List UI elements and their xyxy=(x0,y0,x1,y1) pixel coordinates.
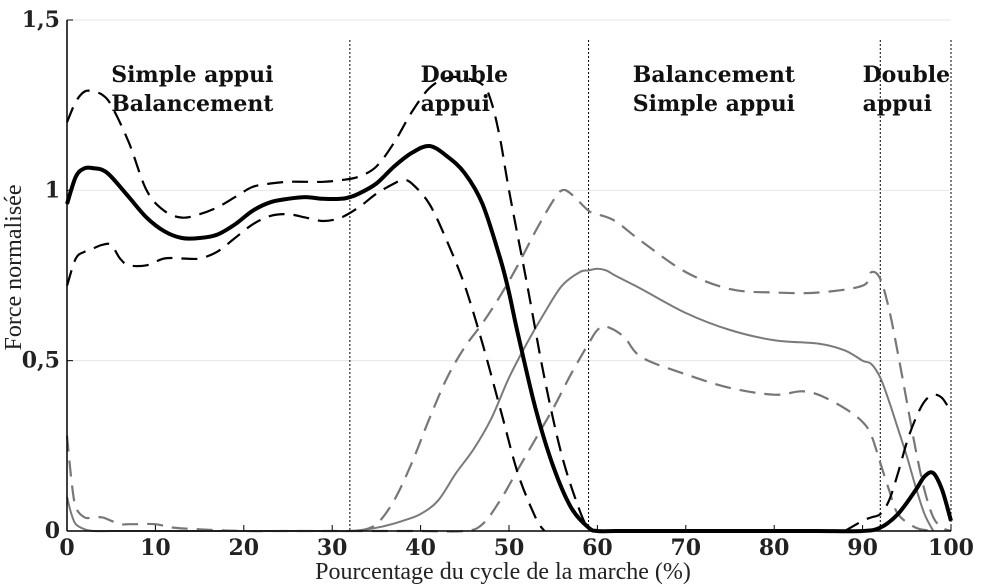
phase-label: Simple appui xyxy=(633,91,795,117)
phase-label: Double xyxy=(421,62,508,88)
y-tick-label: 0,5 xyxy=(22,348,60,374)
y-tick-label: 1,5 xyxy=(22,7,60,33)
phase-label: Balancement xyxy=(633,62,796,88)
x-tick-label: 90 xyxy=(847,535,878,561)
x-tick-label: 0 xyxy=(59,535,74,561)
phase-label: Balancement xyxy=(111,91,274,117)
x-tick-label: 40 xyxy=(405,535,436,561)
x-tick-label: 50 xyxy=(494,535,525,561)
x-tick-label: 30 xyxy=(317,535,348,561)
phase-label: appui xyxy=(421,91,490,117)
series-black-dashed-late xyxy=(844,393,952,532)
series-lines xyxy=(65,75,953,534)
x-tick-label: 20 xyxy=(228,535,259,561)
x-axis-title: Pourcentage du cycle de la marche (%) xyxy=(315,559,691,585)
y-tick-label: 1 xyxy=(45,177,60,203)
phase-label: appui xyxy=(863,91,932,117)
x-tick-label: 60 xyxy=(582,535,613,561)
x-tick-label: 80 xyxy=(759,535,790,561)
y-tick-labels: 0 0,5 1 1,5 xyxy=(22,7,73,544)
series-black-solid xyxy=(65,143,953,534)
y-axis-title: Force normalisée xyxy=(1,185,27,351)
phase-labels: Simple appui Balancement Double appui Balanc… xyxy=(111,62,950,117)
y-tick-label: 0 xyxy=(45,518,60,544)
x-tick-label: 70 xyxy=(670,535,701,561)
phase-label: Simple appui xyxy=(111,62,273,88)
phase-boundaries xyxy=(349,40,952,531)
phase-label: Double xyxy=(863,62,950,88)
series-gray-dashed-upper xyxy=(358,188,952,533)
series-gray-solid xyxy=(66,267,935,533)
grid-lines xyxy=(67,19,951,362)
x-tick-labels: 0 10 20 30 40 50 60 70 80 90 100 xyxy=(59,525,974,561)
x-tick-label: 100 xyxy=(928,535,974,561)
series-black-dashed-upper xyxy=(65,75,598,533)
series-black-dashed-lower xyxy=(65,178,546,532)
x-tick-label: 10 xyxy=(140,535,171,561)
series-gray-dashed-lower xyxy=(65,325,934,533)
